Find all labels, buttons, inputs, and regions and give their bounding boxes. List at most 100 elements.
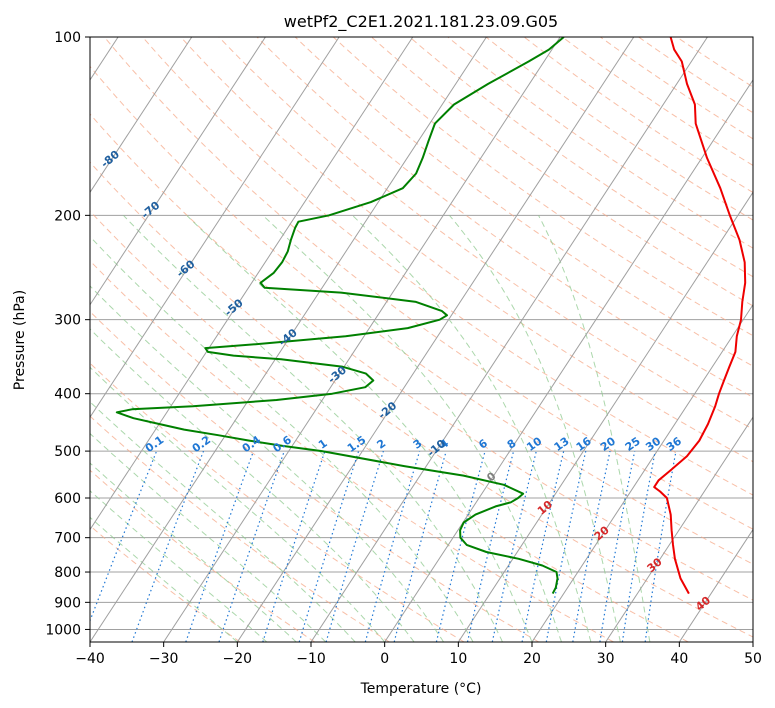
- dry-adiabat-line: [523, 37, 753, 194]
- mixing-ratio-line: [131, 450, 205, 642]
- chart-title: wetPf2_C2E1.2021.181.23.09.G05: [284, 12, 558, 32]
- dry-adiabat-line: [409, 37, 753, 278]
- dry-adiabat-line: [90, 525, 241, 642]
- x-tick-label: 50: [744, 651, 762, 667]
- isotherm-line: [384, 78, 753, 642]
- isotherm-line: [90, 37, 340, 419]
- y-tick-label: 700: [54, 531, 81, 547]
- mixing-ratio-line: [521, 450, 565, 642]
- mixing-ratio-line: [218, 450, 285, 642]
- dry-adiabat-line: [294, 37, 753, 367]
- moist-adiabat-line: [90, 490, 268, 642]
- mixing-ratio-line: [90, 450, 158, 623]
- dry-adiabat-line: [180, 37, 753, 463]
- temperature-profile-line: [653, 37, 747, 595]
- dry-adiabat-line: [90, 362, 465, 642]
- isotherm-line: [90, 37, 266, 306]
- dewpoint-profile-line: [115, 37, 565, 595]
- x-tick-label: −30: [149, 651, 179, 667]
- mixing-ratio-label: 6: [476, 437, 490, 452]
- line-annotations: 0.1 0.2 0.4 0.6 1 1.5 2 3 4 6 8 10 13 16 20 25 30 36-100-…: [4, 60, 714, 614]
- x-tick-label: 40: [670, 651, 688, 667]
- isotherm-line: [90, 37, 414, 531]
- mixing-ratio-line: [325, 450, 384, 642]
- mixing-ratio-label: 1.5: [345, 433, 368, 455]
- dry-adiabat-line: [676, 37, 753, 88]
- x-axis-label: Temperature (°C): [360, 681, 482, 697]
- y-tick-label: 300: [54, 313, 81, 329]
- moist-adiabat-line: [449, 214, 621, 642]
- mixing-ratio-label: 1: [316, 437, 330, 452]
- isotherm-label: 40: [693, 594, 713, 614]
- moist-adiabat-line: [90, 285, 445, 642]
- isotherm-line: [163, 37, 561, 642]
- isotherm-line: [752, 641, 753, 642]
- isotherm-line: [457, 191, 753, 642]
- moist-adiabat-line: [352, 214, 592, 642]
- moist-adiabat-line: [262, 214, 562, 642]
- moist-adiabat-line: [538, 215, 651, 642]
- mixing-ratio-line: [572, 450, 611, 642]
- moist-adiabat-line: [90, 401, 356, 642]
- dry-adiabat-line: [90, 113, 753, 601]
- mixing-ratio-line: [545, 450, 587, 642]
- x-tick-label: 20: [523, 651, 541, 667]
- mixing-ratio-line: [466, 450, 515, 642]
- mixing-ratio-line: [599, 450, 636, 642]
- moist-adiabat-line: [90, 235, 474, 642]
- moist-adiabat-line: [90, 462, 297, 642]
- mixing-ratio-label: 8: [505, 437, 519, 452]
- dry-adiabat-line: [562, 37, 753, 166]
- isotherm-label: -80: [99, 148, 123, 171]
- y-tick-label: 500: [54, 444, 81, 460]
- mixing-ratio-line: [393, 450, 447, 642]
- isotherm-line: [236, 37, 635, 642]
- isotherm-line: [531, 303, 753, 642]
- profile-lines: [115, 37, 747, 595]
- dry-adiabat-line: [332, 37, 753, 337]
- isotherm-label: -60: [174, 257, 198, 280]
- dry-adiabat-line: [218, 37, 753, 430]
- dry-adiabat-line: [104, 37, 753, 530]
- isotherm-line: [90, 37, 487, 642]
- x-tick-label: 10: [449, 651, 467, 667]
- dry-adiabat-line: [256, 37, 753, 398]
- y-tick-label: 100: [54, 30, 81, 46]
- x-tick-label: 0: [380, 651, 389, 667]
- plot-frame: [89, 36, 754, 643]
- isotherm-label: -90: [53, 104, 77, 127]
- dry-adiabat-line: [90, 210, 689, 642]
- mixing-ratio-label: 2: [375, 437, 389, 452]
- dry-adiabat-line: [90, 161, 753, 638]
- dry-adiabat-line: [485, 37, 753, 221]
- isotherm-line: [605, 416, 753, 642]
- mixing-ratio-line: [262, 450, 326, 642]
- mixing-ratio-line: [644, 450, 677, 642]
- dry-adiabat-line: [90, 65, 753, 565]
- y-tick-label: 1000: [45, 622, 81, 638]
- dry-adiabat-line: [371, 37, 753, 307]
- isotherm-line: [678, 528, 753, 642]
- isotherm-label: -40: [276, 326, 300, 349]
- y-tick-label: 900: [54, 595, 81, 611]
- x-tick-label: −20: [223, 651, 253, 667]
- x-axis: −40 −30 −20 −10 0 10 20 30 40 50: [75, 642, 762, 667]
- dry-adiabat-line: [90, 469, 315, 642]
- mixing-ratio-line: [491, 450, 537, 642]
- moist-adiabat-line: [90, 432, 327, 642]
- y-tick-label: 200: [54, 208, 81, 224]
- background-lines: [90, 37, 753, 642]
- x-tick-label: 30: [597, 651, 615, 667]
- isotherm-label: -50: [222, 296, 246, 319]
- dry-adiabat-line: [600, 37, 753, 140]
- moist-adiabat-line: [90, 516, 238, 642]
- mixing-ratio-label: 0.1: [143, 433, 166, 455]
- isotherm-label: -70: [139, 199, 163, 222]
- isotherm-label: -100: [4, 60, 34, 88]
- mixing-ratio-label: 3: [411, 437, 425, 452]
- mixing-ratio-line: [621, 450, 656, 642]
- y-tick-label: 400: [54, 387, 81, 403]
- x-tick-label: −40: [75, 651, 105, 667]
- y-tick-label: 800: [54, 565, 81, 581]
